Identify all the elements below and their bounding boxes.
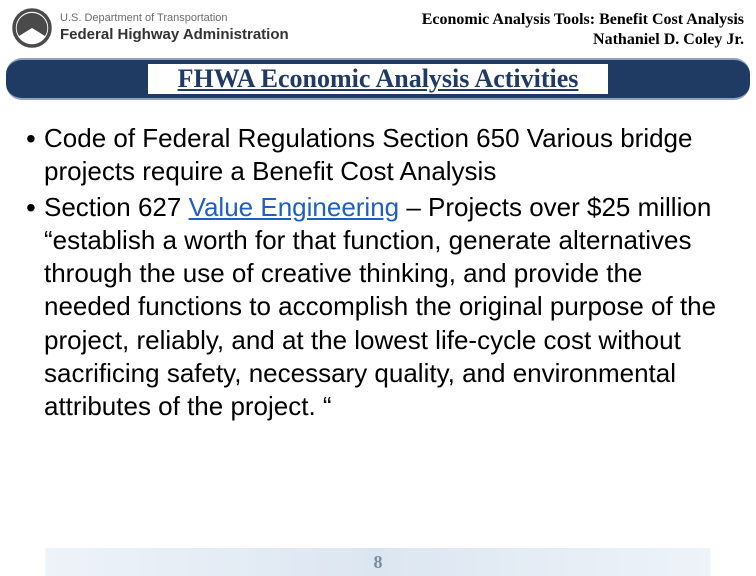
slide-footer: 8 [0, 548, 756, 576]
agency-name: Federal Highway Administration [60, 26, 289, 44]
header-right-block: Economic Analysis Tools: Benefit Cost An… [422, 8, 744, 50]
page-number: 8 [374, 552, 383, 573]
bullet-text-1: Code of Federal Regulations Section 650 … [44, 123, 692, 186]
slide-header: U.S. Department of Transportation Federa… [0, 0, 756, 54]
value-engineering-link[interactable]: Value Engineering [189, 192, 400, 222]
slide-title-text: FHWA Economic Analysis Activities [178, 64, 579, 93]
logo-block: U.S. Department of Transportation Federa… [12, 8, 289, 48]
presentation-title: Economic Analysis Tools: Benefit Cost An… [422, 10, 744, 30]
bullet-item: Section 627 Value Engineering – Projects… [26, 191, 730, 424]
slide-title-inner: FHWA Economic Analysis Activities [148, 64, 609, 94]
department-name: U.S. Department of Transportation [60, 12, 289, 25]
bullet-item: Code of Federal Regulations Section 650 … [26, 122, 730, 189]
slide-body: Code of Federal Regulations Section 650 … [0, 100, 756, 423]
slide-title-bar: FHWA Economic Analysis Activities [6, 58, 750, 100]
presenter-name: Nathaniel D. Coley Jr. [422, 30, 744, 50]
dot-logo-icon [12, 8, 52, 48]
bullet-text-2-suffix: – Projects over $25 million “establish a… [44, 192, 716, 422]
logo-text-block: U.S. Department of Transportation Federa… [60, 12, 289, 43]
bullet-text-2-prefix: Section 627 [44, 192, 189, 222]
